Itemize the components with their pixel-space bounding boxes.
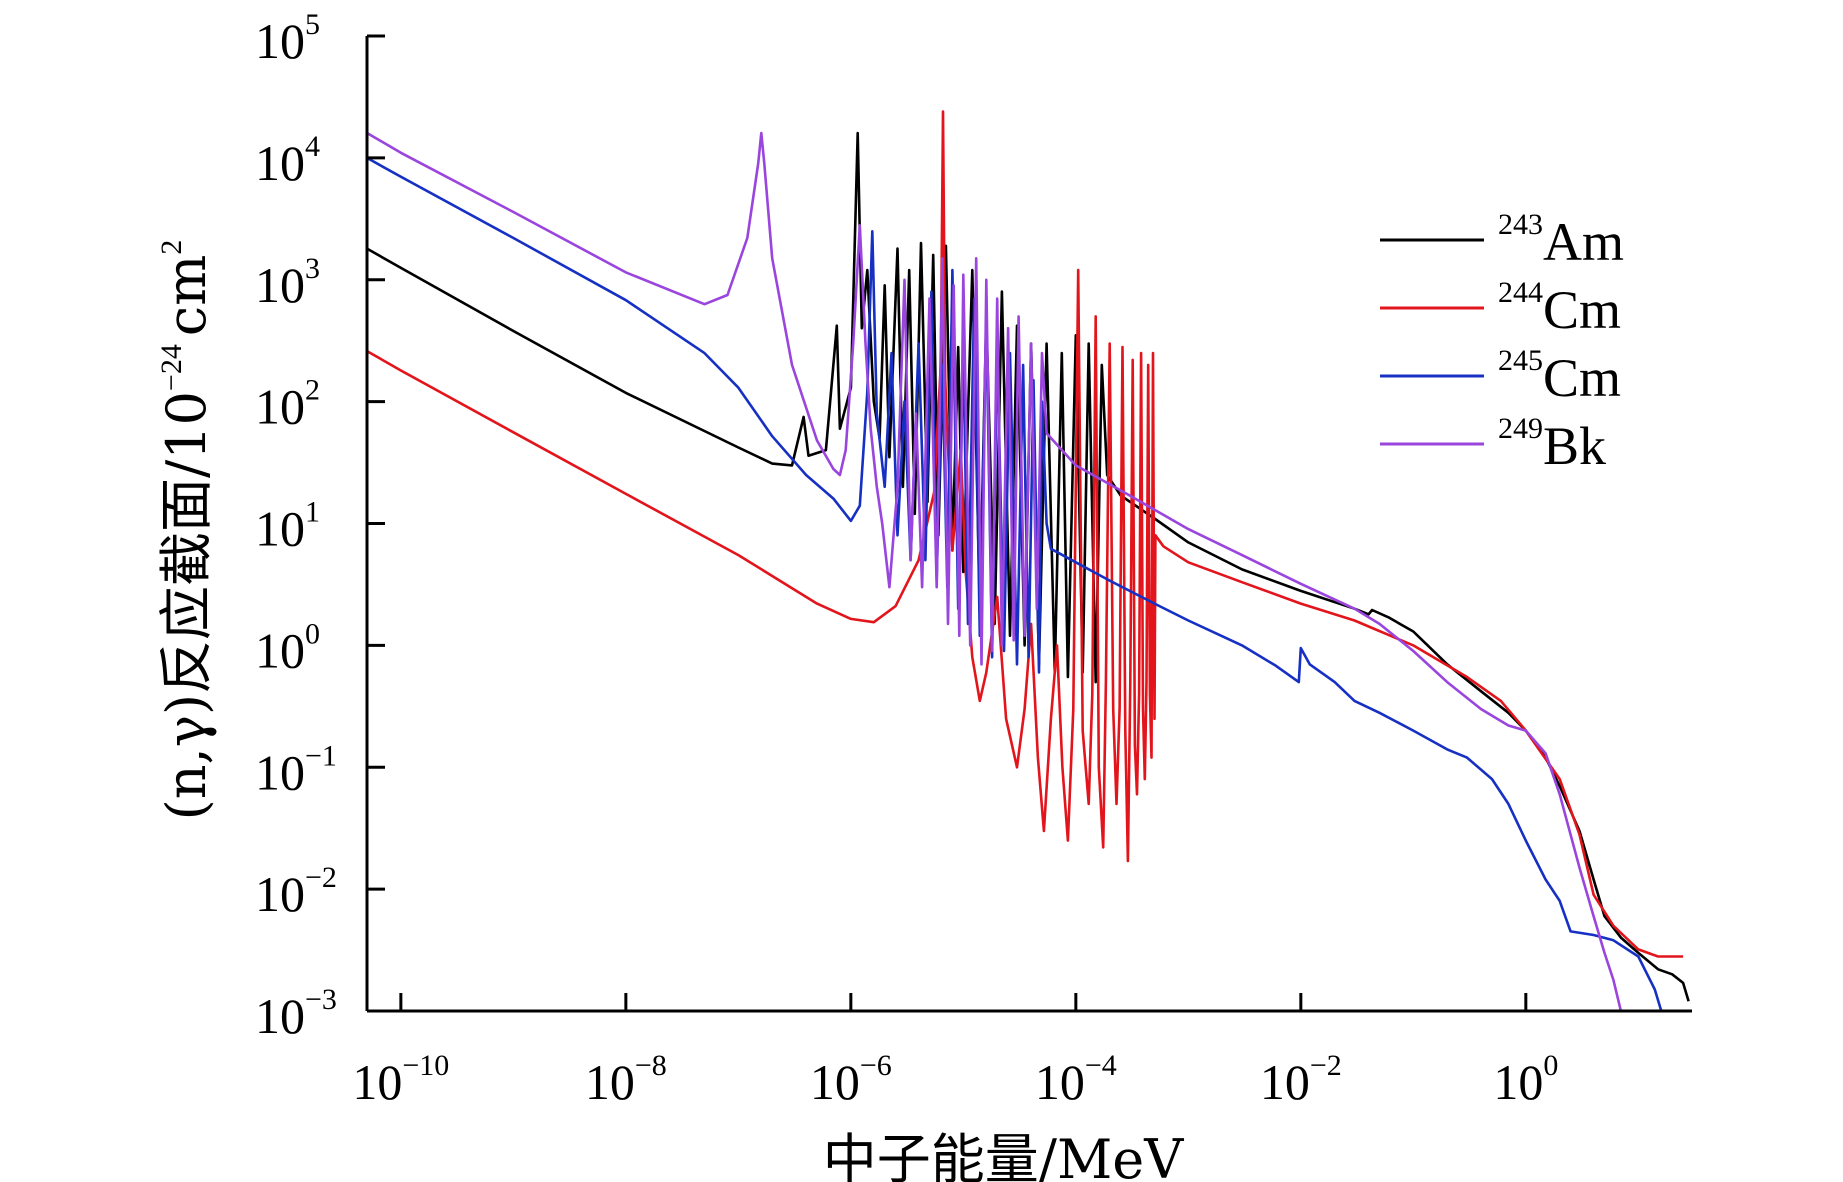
y-axis-title: (n,γ)反应截面/10−24 cm2 bbox=[155, 240, 218, 821]
x-tick-exp: −2 bbox=[1310, 1049, 1342, 1082]
y-tick-base: 10 bbox=[255, 622, 305, 678]
y-tick-label: 103 bbox=[255, 252, 320, 313]
legend-element: Cm bbox=[1543, 348, 1621, 408]
x-tick-exp: −4 bbox=[1085, 1049, 1117, 1082]
y-tick-label: 100 bbox=[255, 617, 320, 678]
legend-item: 249Bk bbox=[1380, 412, 1606, 476]
x-tick-exp: −8 bbox=[635, 1049, 667, 1082]
y-tick-exp: 1 bbox=[305, 496, 320, 529]
legend-mass-number: 243 bbox=[1498, 208, 1543, 241]
x-tick-label: 10−6 bbox=[810, 1049, 892, 1110]
x-tick-base: 10 bbox=[810, 1054, 860, 1110]
plot-series bbox=[366, 110, 1690, 1012]
y-tick-exp: 5 bbox=[305, 8, 320, 41]
y-tick-base: 10 bbox=[255, 257, 305, 313]
x-axis-title: 中子能量/MeV bbox=[823, 1128, 1184, 1182]
y-tick-base: 10 bbox=[255, 379, 305, 435]
x-tick-label: 100 bbox=[1493, 1049, 1558, 1110]
y-tick-exp: 4 bbox=[305, 130, 320, 163]
y-tick-label: 10−3 bbox=[255, 983, 337, 1044]
series-line-244cm bbox=[366, 110, 1684, 958]
y-axis-label-exp: −24 bbox=[155, 344, 188, 391]
legend-label: 245Cm bbox=[1498, 344, 1621, 408]
x-tick-base: 10 bbox=[585, 1054, 635, 1110]
y-tick-base: 10 bbox=[255, 135, 305, 191]
x-tick-exp: 0 bbox=[1543, 1049, 1558, 1082]
legend-label: 244Cm bbox=[1498, 276, 1621, 340]
y-tick-label: 10−1 bbox=[255, 739, 337, 800]
y-tick-label: 104 bbox=[255, 130, 320, 191]
legend-element: Cm bbox=[1543, 280, 1621, 340]
y-tick-base: 10 bbox=[255, 744, 305, 800]
y-tick-exp: 2 bbox=[305, 374, 320, 407]
x-tick-base: 10 bbox=[352, 1054, 402, 1110]
y-tick-base: 10 bbox=[255, 13, 305, 69]
legend-item: 244Cm bbox=[1380, 276, 1621, 340]
x-ticks: 10−10 10−8 10−6 10−4 10−2 100 bbox=[352, 993, 1558, 1110]
x-tick-label: 10−10 bbox=[352, 1049, 449, 1110]
y-tick-base: 10 bbox=[255, 866, 305, 922]
legend-element: Bk bbox=[1543, 416, 1606, 476]
y-tick-base: 10 bbox=[255, 988, 305, 1044]
y-axis-label-unit: cm bbox=[155, 255, 218, 336]
x-tick-label: 10−2 bbox=[1260, 1049, 1342, 1110]
y-tick-label: 102 bbox=[255, 374, 320, 435]
x-axis-label: 中子能量/MeV bbox=[823, 1128, 1184, 1182]
legend-item: 245Cm bbox=[1380, 344, 1621, 408]
y-axis-label: (n,γ)反应截面/10−24 cm2 bbox=[155, 240, 218, 821]
x-tick-base: 10 bbox=[1493, 1054, 1543, 1110]
legend-label: 249Bk bbox=[1498, 412, 1606, 476]
legend-element: Am bbox=[1543, 212, 1624, 272]
y-tick-exp: 0 bbox=[305, 617, 320, 650]
y-tick-exp: −1 bbox=[305, 739, 337, 772]
legend-mass-number: 245 bbox=[1498, 344, 1543, 377]
x-tick-label: 10−8 bbox=[585, 1049, 667, 1110]
y-tick-label: 105 bbox=[255, 8, 320, 69]
x-tick-label: 10−4 bbox=[1035, 1049, 1117, 1110]
y-tick-exp: −2 bbox=[305, 861, 337, 894]
y-tick-label: 10−2 bbox=[255, 861, 337, 922]
y-axis-label-unit-exp: 2 bbox=[155, 240, 188, 255]
y-tick-exp: 3 bbox=[305, 252, 320, 285]
y-tick-base: 10 bbox=[255, 501, 305, 557]
x-tick-base: 10 bbox=[1035, 1054, 1085, 1110]
x-tick-exp: −10 bbox=[402, 1049, 449, 1082]
series-line-245cm bbox=[366, 156, 1663, 1012]
y-tick-exp: −3 bbox=[305, 983, 337, 1016]
y-tick-label: 101 bbox=[255, 496, 320, 557]
x-tick-base: 10 bbox=[1260, 1054, 1310, 1110]
series-line-243am bbox=[366, 131, 1690, 1002]
legend-label: 243Am bbox=[1498, 208, 1624, 272]
legend-mass-number: 244 bbox=[1498, 276, 1543, 309]
legend-mass-number: 249 bbox=[1498, 412, 1543, 445]
x-tick-exp: −6 bbox=[860, 1049, 892, 1082]
y-axis-label-main: (n,γ)反应截面/10 bbox=[155, 391, 218, 820]
series-line-249bk bbox=[366, 131, 1623, 1012]
legend-item: 243Am bbox=[1380, 208, 1624, 272]
